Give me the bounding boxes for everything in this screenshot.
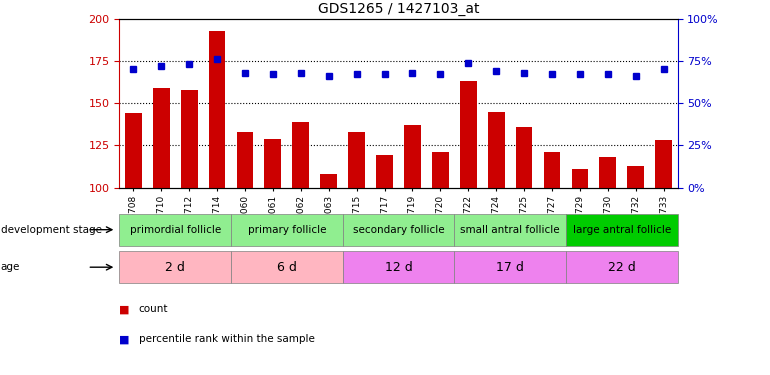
Text: primordial follicle: primordial follicle	[129, 225, 221, 235]
Title: GDS1265 / 1427103_at: GDS1265 / 1427103_at	[318, 2, 479, 16]
Bar	[320, 174, 337, 188]
Bar	[516, 127, 532, 188]
Text: ■: ■	[119, 334, 130, 344]
Bar	[181, 90, 197, 188]
Text: 2 d: 2 d	[166, 261, 185, 274]
Bar	[571, 169, 588, 188]
Text: development stage: development stage	[1, 225, 102, 235]
Text: small antral follicle: small antral follicle	[460, 225, 560, 235]
Text: count: count	[139, 304, 168, 314]
Text: primary follicle: primary follicle	[248, 225, 326, 235]
Text: ■: ■	[119, 304, 130, 314]
Bar	[152, 88, 169, 188]
Bar	[119, 251, 231, 283]
Bar	[265, 139, 281, 188]
Bar	[544, 152, 561, 188]
Bar	[566, 251, 678, 283]
Text: large antral follicle: large antral follicle	[573, 225, 671, 235]
Bar	[600, 157, 616, 188]
Bar	[404, 125, 420, 188]
Bar	[376, 155, 393, 188]
Bar	[655, 140, 672, 188]
Text: 22 d: 22 d	[608, 261, 636, 274]
Bar	[432, 152, 449, 188]
Bar	[460, 81, 477, 188]
Bar	[566, 214, 678, 246]
Text: age: age	[1, 262, 20, 272]
Bar	[231, 251, 343, 283]
Text: percentile rank within the sample: percentile rank within the sample	[139, 334, 314, 344]
Bar	[236, 132, 253, 188]
Bar	[348, 132, 365, 188]
Bar	[343, 214, 454, 246]
Bar	[119, 214, 231, 246]
Bar	[209, 31, 226, 188]
Bar	[454, 214, 566, 246]
Bar	[293, 122, 310, 188]
Bar	[125, 113, 142, 188]
Text: secondary follicle: secondary follicle	[353, 225, 444, 235]
Text: 12 d: 12 d	[384, 261, 413, 274]
Bar	[488, 112, 504, 188]
Bar	[231, 214, 343, 246]
Bar	[454, 251, 566, 283]
Text: 6 d: 6 d	[277, 261, 296, 274]
Bar	[628, 166, 644, 188]
Bar	[343, 251, 454, 283]
Text: 17 d: 17 d	[496, 261, 524, 274]
